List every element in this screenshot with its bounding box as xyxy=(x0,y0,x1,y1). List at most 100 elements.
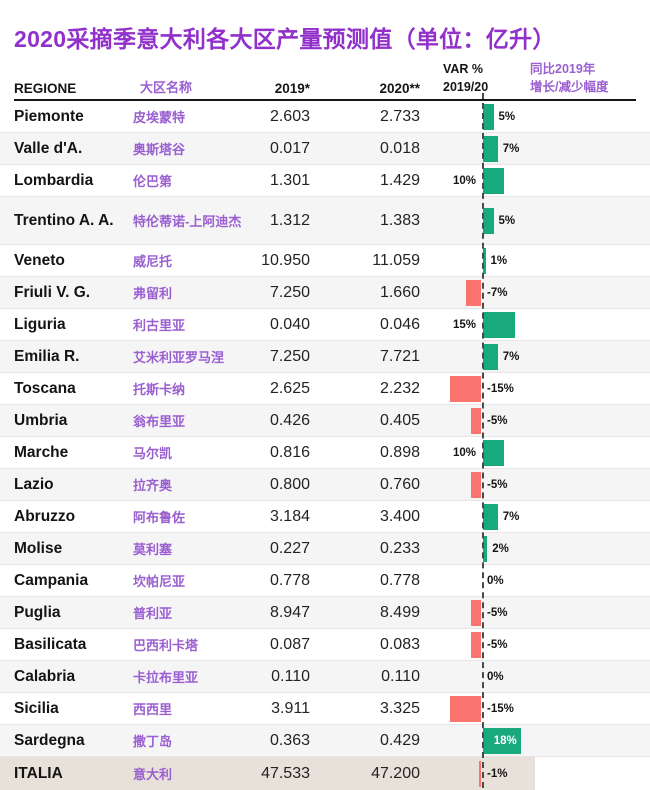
value-2020: 3.400 xyxy=(379,507,420,525)
value-2019: 0.227 xyxy=(269,539,310,557)
var-cell: 18% xyxy=(420,725,650,756)
var-cell: -15% xyxy=(420,373,650,404)
col-header-var-line2: 2019/20 xyxy=(443,79,489,94)
value-2020: 7.721 xyxy=(379,347,420,365)
region-name-cn: 坎帕尼亚 xyxy=(133,574,186,589)
table-row: Abruzzo 阿布鲁佐 3.184 3.400 7% xyxy=(0,501,650,533)
var-cell: -15% xyxy=(420,693,650,724)
var-label: 10% xyxy=(452,174,476,187)
table-row: Sardegna 撒丁岛 0.363 0.429 18% xyxy=(0,725,650,757)
value-2020: 0.018 xyxy=(379,139,420,157)
region-name: Veneto xyxy=(14,251,65,269)
region-name: Basilicata xyxy=(14,635,87,653)
var-cell: 0% xyxy=(420,661,650,692)
value-2019: 0.017 xyxy=(269,139,310,157)
region-name: Marche xyxy=(14,443,69,461)
region-name-cn: 阿布鲁佐 xyxy=(133,510,186,525)
var-bar xyxy=(470,631,481,658)
var-label: 10% xyxy=(452,446,476,459)
table-row: Piemonte 皮埃蒙特 2.603 2.733 5% xyxy=(0,101,650,133)
var-cell: 0% xyxy=(420,565,650,596)
value-2019: 3.184 xyxy=(269,507,310,525)
value-2019: 1.312 xyxy=(269,211,310,229)
value-2019: 0.040 xyxy=(269,315,310,333)
region-name-cn: 皮埃蒙特 xyxy=(133,110,186,125)
var-label: -7% xyxy=(487,286,508,299)
region-name: Sicilia xyxy=(14,699,59,717)
var-bar xyxy=(470,407,481,434)
value-2019: 10.950 xyxy=(261,251,310,269)
var-bar xyxy=(483,135,498,162)
var-label: 18% xyxy=(493,734,517,747)
col-header-var-line1: VAR % xyxy=(443,62,484,76)
value-2020: 2.232 xyxy=(379,379,420,397)
value-2020: 1.429 xyxy=(379,171,420,189)
value-2019: 0.816 xyxy=(269,443,310,461)
table-row: Trentino A. A. 特伦蒂诺-上阿迪杰 1.312 1.383 5% xyxy=(0,197,650,245)
region-name-cn: 巴西利卡塔 xyxy=(133,638,199,653)
table-row: Campania 坎帕尼亚 0.778 0.778 0% xyxy=(0,565,650,597)
value-2019: 0.110 xyxy=(271,667,310,685)
table-row: Liguria 利古里亚 0.040 0.046 15% xyxy=(0,309,650,341)
table-row: Umbria 翁布里亚 0.426 0.405 -5% xyxy=(0,405,650,437)
var-cell: 15% xyxy=(420,309,650,340)
col-header-var: VAR % 2019/20 xyxy=(443,61,488,96)
var-label: 7% xyxy=(502,142,520,155)
table-row: Toscana 托斯卡纳 2.625 2.232 -15% xyxy=(0,373,650,405)
region-name: Toscana xyxy=(14,379,76,397)
value-2020: 0.778 xyxy=(379,571,420,589)
var-cell: 5% xyxy=(420,101,650,132)
region-name-cn: 艾米利亚罗马涅 xyxy=(133,350,225,365)
region-name-cn: 卡拉布里亚 xyxy=(133,670,199,685)
var-cell: 10% xyxy=(420,437,650,468)
value-2019: 7.250 xyxy=(269,347,310,365)
region-name: Umbria xyxy=(14,411,68,429)
var-bar xyxy=(466,279,481,306)
region-name-cn: 弗留利 xyxy=(133,286,173,301)
table-row: Veneto 威尼托 10.950 11.059 1% xyxy=(0,245,650,277)
var-bar xyxy=(449,375,481,402)
table-row: Lombardia 伦巴第 1.301 1.429 10% xyxy=(0,165,650,197)
region-name-cn: 普利亚 xyxy=(133,606,173,621)
value-2019: 0.778 xyxy=(269,571,310,589)
value-2020: 0.429 xyxy=(379,731,420,749)
var-cell: -5% xyxy=(420,597,650,628)
var-cell: -7% xyxy=(420,277,650,308)
table-row: Marche 马尔凯 0.816 0.898 10% xyxy=(0,437,650,469)
var-bar xyxy=(483,247,486,274)
var-label: -1% xyxy=(487,767,508,780)
value-2020: 1.383 xyxy=(379,211,420,229)
table-row: Lazio 拉齐奥 0.800 0.760 -5% xyxy=(0,469,650,501)
value-2020: 0.046 xyxy=(379,315,420,333)
var-cell: -5% xyxy=(420,629,650,660)
region-name-cn: 撒丁岛 xyxy=(133,734,173,749)
value-2020: 0.405 xyxy=(379,411,420,429)
value-2020: 47.200 xyxy=(371,764,420,782)
col-header-2020: 2020** xyxy=(379,81,420,96)
var-bar xyxy=(483,503,498,530)
value-2020: 11.059 xyxy=(372,251,420,269)
var-cell: -5% xyxy=(420,405,650,436)
value-2020: 0.083 xyxy=(379,635,420,653)
var-bar xyxy=(483,167,504,194)
var-cell: -5% xyxy=(420,469,650,500)
region-name: Molise xyxy=(14,539,63,557)
var-cell: 5% xyxy=(420,197,650,244)
value-2019: 47.533 xyxy=(261,764,310,782)
col-header-note: 同比2019年 增长/减少幅度 xyxy=(530,61,608,96)
value-2019: 0.087 xyxy=(269,635,310,653)
table-row: Emilia R. 艾米利亚罗马涅 7.250 7.721 7% xyxy=(0,341,650,373)
value-2020: 3.325 xyxy=(379,699,420,717)
col-header-note-line2: 增长/减少幅度 xyxy=(530,79,609,94)
var-cell: 7% xyxy=(420,133,650,164)
var-bar xyxy=(483,343,498,370)
table-row: Calabria 卡拉布里亚 0.110 0.110 0% xyxy=(0,661,650,693)
table-row: Molise 莫利塞 0.227 0.233 2% xyxy=(0,533,650,565)
var-label: -5% xyxy=(487,478,508,491)
value-2019: 7.250 xyxy=(269,283,310,301)
col-header-note-line1: 同比2019年 xyxy=(530,62,596,76)
page-title: 2020采摘季意大利各大区产量预测值（单位：亿升） xyxy=(14,26,556,52)
var-label: 7% xyxy=(502,350,520,363)
value-2020: 0.110 xyxy=(381,667,420,685)
table-header: REGIONE 大区名称 2019* 2020** VAR % 2019/20 … xyxy=(0,56,650,99)
